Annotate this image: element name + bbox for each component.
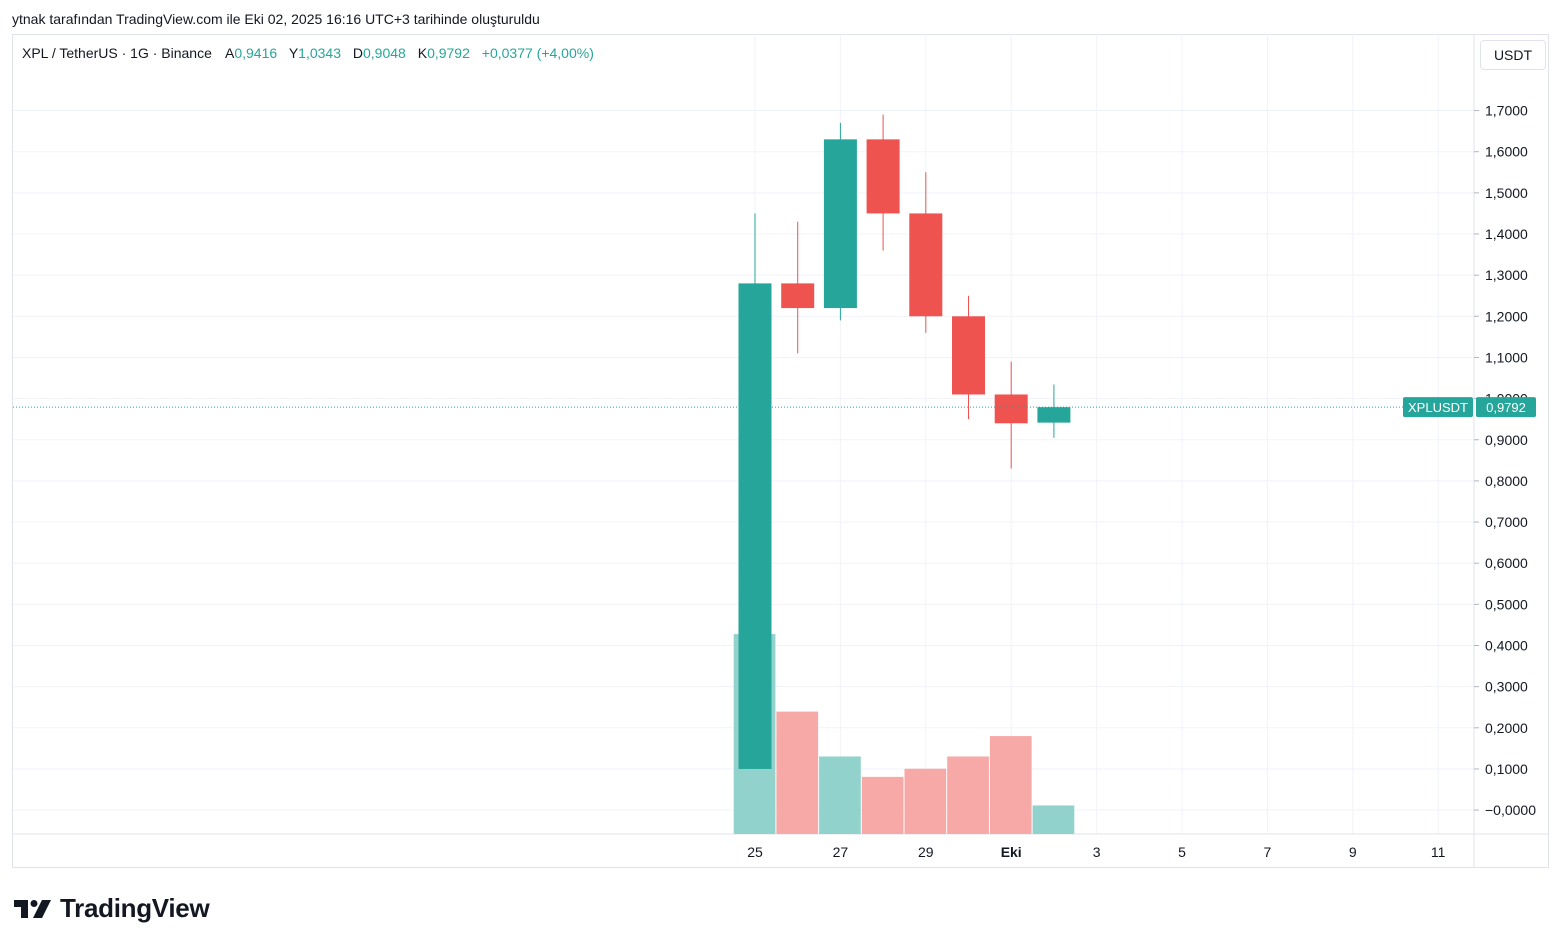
price-tick-label: 0,9000 (1485, 432, 1528, 448)
time-tick-label: 27 (833, 844, 849, 860)
volume-bar (947, 756, 989, 834)
volume-bar (861, 776, 904, 834)
time-tick-label: 9 (1349, 844, 1357, 860)
price-tick-label: 1,6000 (1485, 144, 1528, 160)
chart-caption: ytnak tarafından TradingView.com ile Eki… (12, 11, 540, 27)
candle-body[interactable] (781, 283, 815, 309)
close-value: 0,9792 (427, 45, 470, 61)
time-tick-label: 7 (1264, 844, 1272, 860)
time-tick-label: 3 (1093, 844, 1101, 860)
volume-bar (904, 768, 947, 834)
time-tick-label: 5 (1178, 844, 1186, 860)
open-label: A (225, 45, 235, 61)
price-tick-label: 1,1000 (1485, 349, 1528, 365)
symbol-legend: XPL / TetherUS · 1G · Binance A0,9416 Y1… (22, 45, 602, 61)
price-tick-label: 0,3000 (1485, 679, 1528, 695)
price-tick-label: 0,5000 (1485, 596, 1528, 612)
volume-bar (989, 736, 1032, 834)
time-tick-label: Eki (1001, 844, 1022, 860)
close-label: K (417, 45, 428, 61)
price-tick-label: 1,7000 (1485, 103, 1528, 119)
price-tick-label: 0,4000 (1485, 638, 1528, 654)
price-tick-label: −0,0000 (1485, 802, 1536, 818)
time-tick-label: 25 (747, 844, 763, 860)
low-value: 0,9048 (363, 45, 406, 61)
high-value: 1,0343 (298, 45, 341, 61)
candle-body[interactable] (738, 283, 772, 769)
candle-body[interactable] (909, 213, 943, 317)
price-tick-label: 1,4000 (1485, 226, 1528, 242)
tradingview-logo-icon (14, 899, 51, 918)
price-tag (1476, 397, 1536, 418)
high-label: Y (288, 45, 299, 61)
symbol-title[interactable]: XPL / TetherUS · 1G · Binance (22, 45, 212, 61)
brand-name: TradingView (60, 893, 210, 923)
price-tag-label: 0,9792 (1486, 400, 1526, 415)
open-value: 0,9416 (234, 45, 278, 61)
candle-body[interactable] (952, 316, 985, 395)
chart-frame (12, 34, 1549, 868)
price-tick-label: 0,6000 (1485, 555, 1528, 571)
ticker-tag (1403, 397, 1473, 418)
price-tick-label: 0,2000 (1485, 720, 1528, 736)
candle-body[interactable] (866, 139, 900, 214)
volume-bar (1032, 805, 1075, 834)
currency-button[interactable]: USDT (1480, 40, 1546, 70)
candle-body[interactable] (823, 139, 857, 309)
price-tick-label: 0,7000 (1485, 514, 1528, 530)
tradingview-logo[interactable]: TradingView (14, 893, 210, 924)
time-tick-label: 11 (1431, 844, 1446, 860)
low-label: D (352, 45, 363, 61)
time-tick-label: 29 (918, 844, 934, 860)
ticker-tag-label: XPLUSDT (1408, 400, 1468, 415)
price-tick-label: 1,2000 (1485, 308, 1528, 324)
volume-bar (776, 711, 819, 834)
candle-body[interactable] (994, 394, 1028, 424)
price-tick-label: 1,5000 (1485, 185, 1528, 201)
change-value: +0,0377 (+4,00%) (481, 45, 594, 61)
price-tick-label: 0,8000 (1485, 473, 1528, 489)
price-tick-label: 1,3000 (1485, 267, 1528, 283)
volume-bar (819, 756, 861, 834)
candle-body[interactable] (1037, 407, 1071, 423)
price-tick-label: 0,1000 (1485, 761, 1528, 777)
